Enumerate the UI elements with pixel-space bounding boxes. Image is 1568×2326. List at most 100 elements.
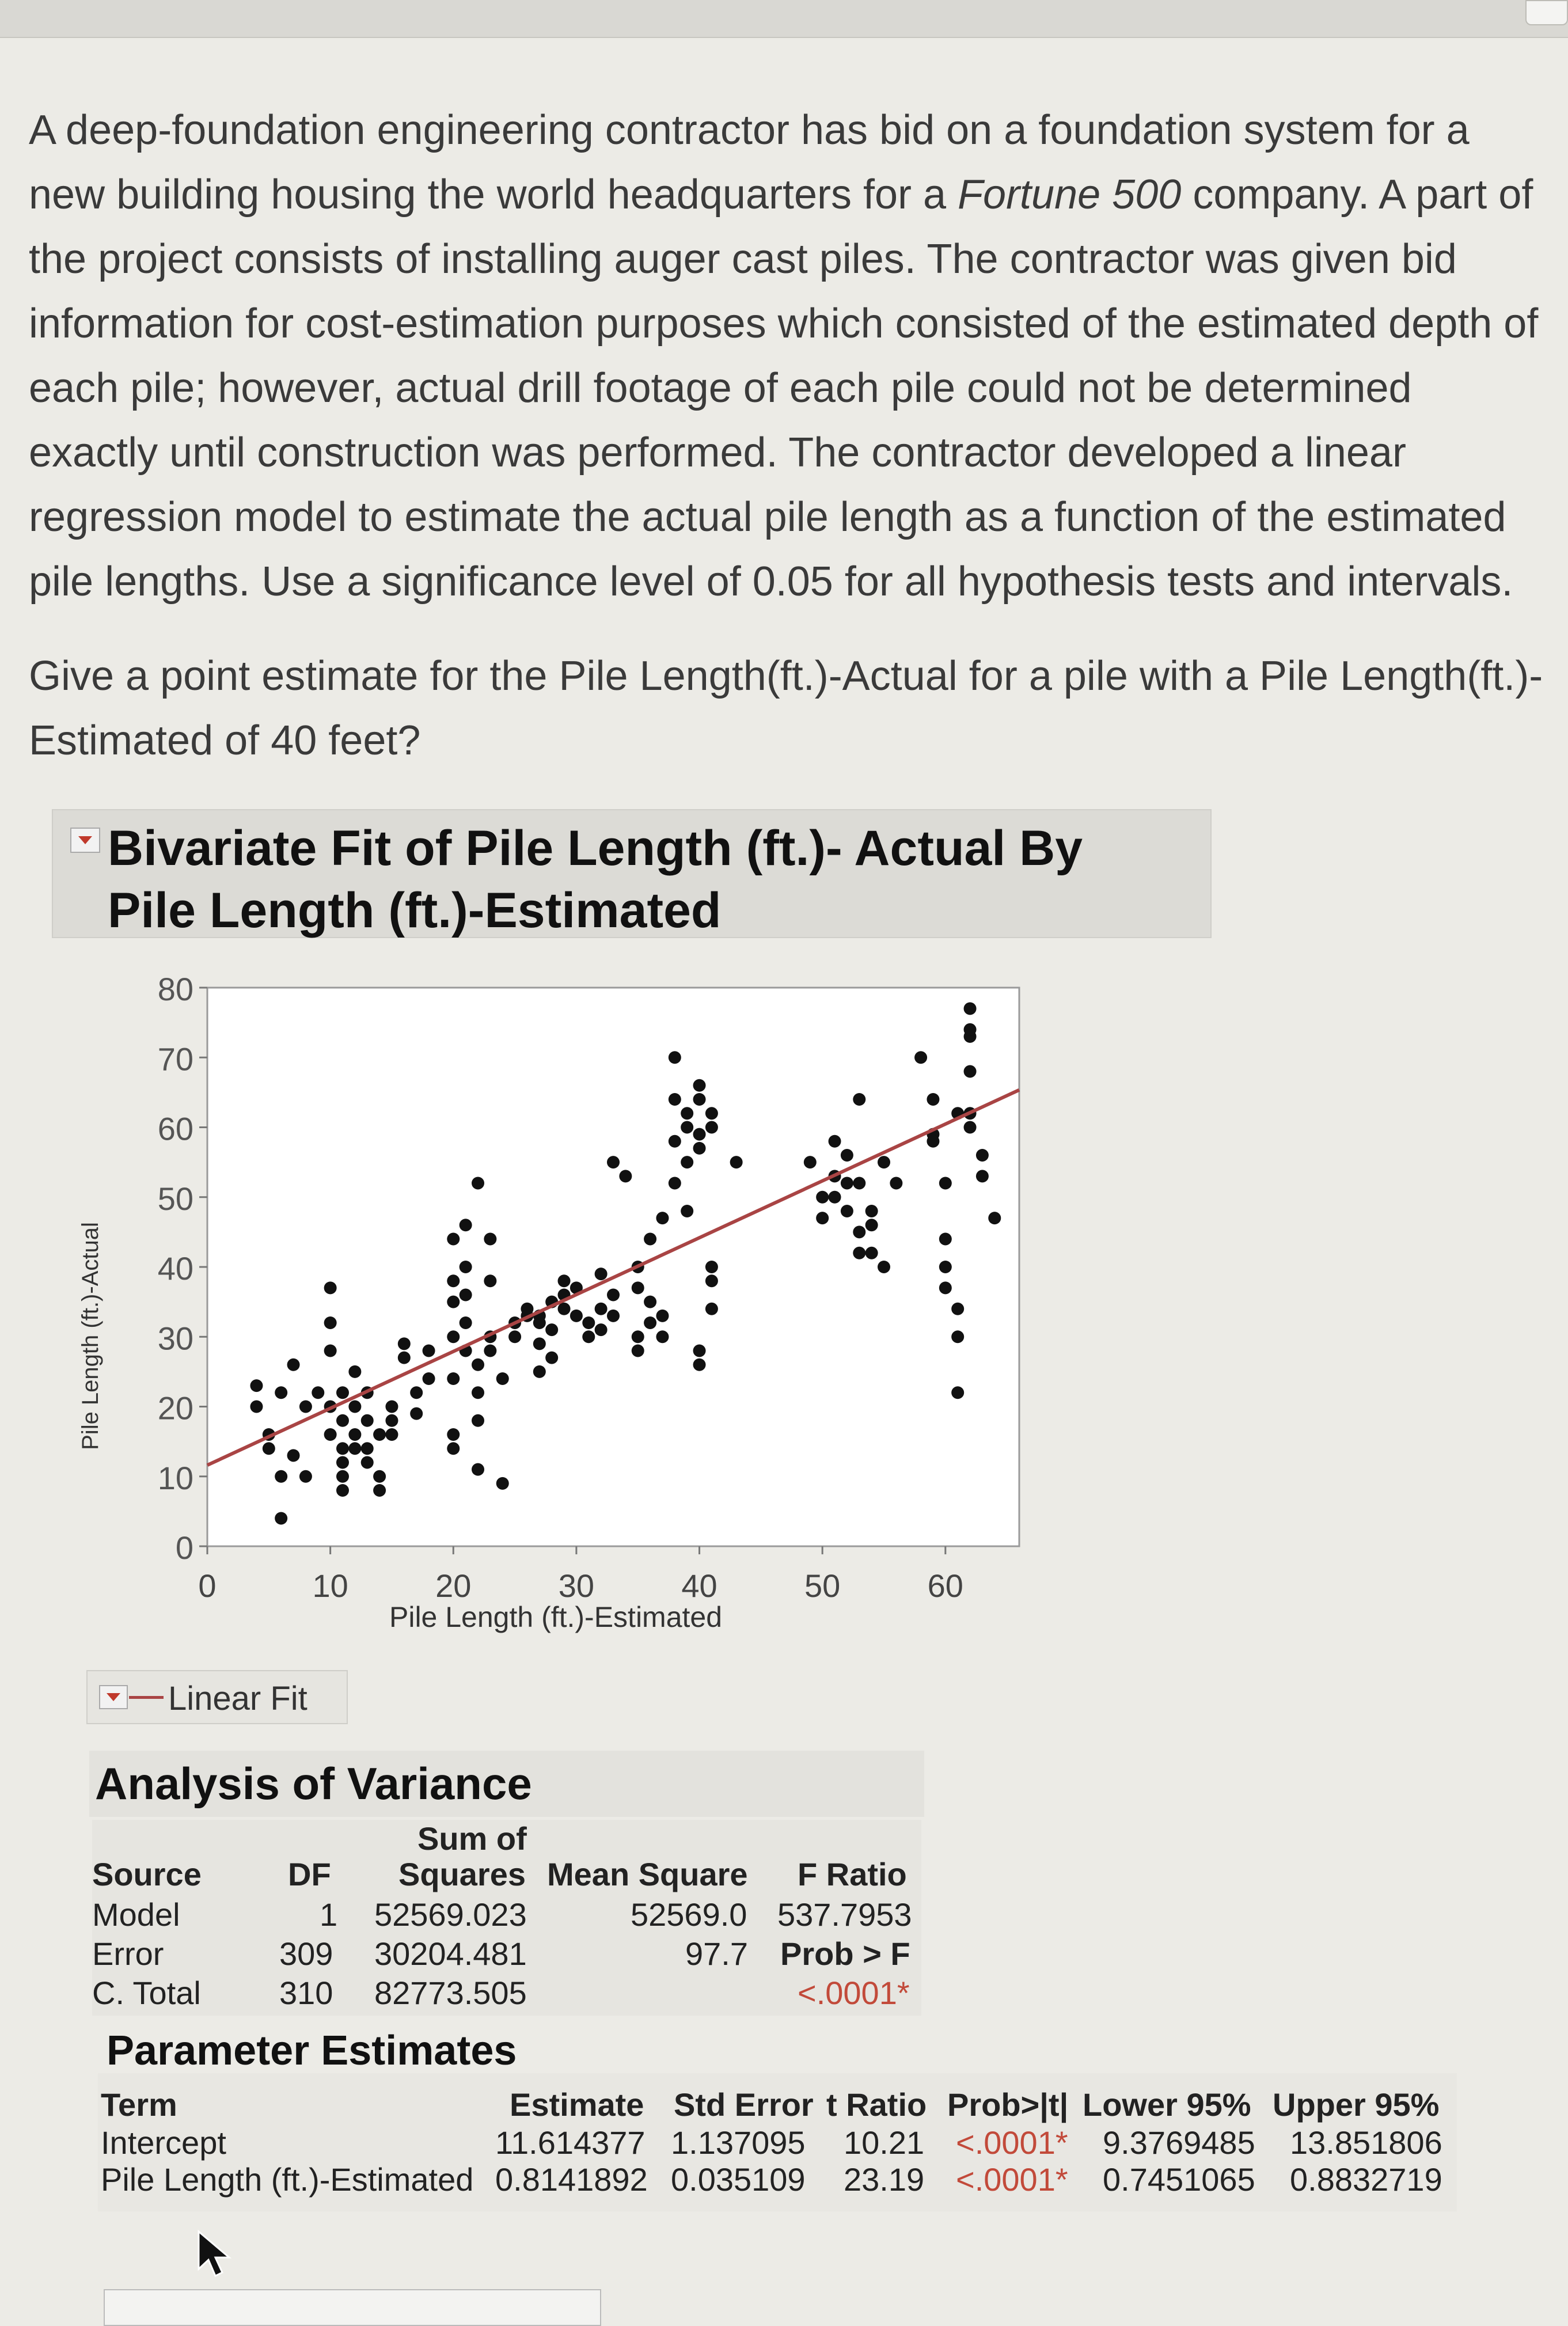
data-point: [693, 1344, 706, 1357]
y-tick-label: 50: [158, 1181, 193, 1217]
data-point: [816, 1212, 829, 1225]
data-point: [951, 1302, 965, 1315]
anova-row-ms: 52569.0: [631, 1896, 747, 1933]
anova-table: Sum of Source DF Squares Mean Square F R…: [92, 1820, 921, 2016]
anova-header: Analysis of Variance: [89, 1751, 924, 1817]
pe-row-estimate: 0.8141892: [495, 2161, 648, 2198]
pe-row-std-error: 1.137095: [671, 2124, 806, 2161]
data-point: [472, 1414, 484, 1427]
data-point: [693, 1079, 706, 1092]
data-point: [878, 1156, 890, 1169]
parameter-estimates-title: Parameter Estimates: [107, 2028, 517, 2074]
data-point: [496, 1477, 509, 1490]
data-point: [939, 1177, 952, 1190]
data-point: [324, 1428, 337, 1441]
x-tick-label: 60: [928, 1568, 963, 1604]
fit-label: Linear Fit: [168, 1680, 307, 1717]
pe-header-t-ratio: t Ratio: [826, 2086, 927, 2123]
anova-row-df: 1: [320, 1896, 338, 1933]
intro-text-2: company. A part of the project consists …: [29, 172, 1539, 605]
data-point: [914, 1051, 928, 1064]
window-corner-scroll[interactable]: [1525, 0, 1568, 25]
data-point: [447, 1442, 460, 1455]
data-point: [570, 1281, 583, 1295]
data-point: [594, 1323, 608, 1337]
data-point: [730, 1156, 743, 1169]
data-point: [557, 1274, 571, 1288]
data-point: [865, 1246, 878, 1259]
anova-row-ss: 52569.023: [374, 1896, 527, 1933]
fit-line-swatch: [129, 1696, 164, 1699]
data-point: [656, 1309, 669, 1322]
data-point: [299, 1470, 312, 1483]
data-point: [447, 1330, 460, 1344]
data-point: [607, 1156, 620, 1169]
x-tick-label: 20: [435, 1568, 471, 1604]
data-point: [951, 1386, 965, 1399]
linear-fit-legend[interactable]: Linear Fit: [86, 1670, 348, 1724]
data-point: [705, 1302, 718, 1315]
data-point: [705, 1261, 718, 1273]
x-tick-label: 50: [804, 1568, 840, 1604]
pe-row-lower: 9.3769485: [1103, 2124, 1255, 2161]
anova-header-ms: Mean Square: [547, 1856, 748, 1892]
data-point: [582, 1316, 595, 1329]
data-point: [828, 1190, 841, 1204]
data-point: [693, 1141, 706, 1155]
data-point: [594, 1268, 608, 1281]
data-point: [975, 1170, 989, 1183]
pe-header-lower: Lower 95%: [1083, 2086, 1251, 2123]
data-point: [324, 1281, 337, 1295]
data-point: [422, 1372, 435, 1385]
data-point: [951, 1330, 965, 1344]
anova-row-df: 309: [279, 1936, 333, 1972]
anova-header-ss-bottom: Squares: [398, 1856, 526, 1892]
data-point: [545, 1323, 559, 1337]
data-point: [397, 1337, 411, 1350]
disclosure-triangle-icon[interactable]: [70, 828, 100, 853]
data-point: [447, 1428, 460, 1441]
data-point: [447, 1232, 460, 1246]
data-point: [348, 1365, 362, 1378]
data-point: [348, 1400, 362, 1413]
answer-input[interactable]: [104, 2289, 601, 2326]
data-point: [287, 1358, 300, 1371]
data-point: [681, 1156, 694, 1169]
pe-row-prob: <.0001*: [956, 2161, 1068, 2198]
data-point: [472, 1386, 484, 1399]
data-point: [853, 1093, 866, 1106]
data-point: [963, 1065, 977, 1078]
data-point: [865, 1205, 878, 1217]
fit-menu-triangle-icon[interactable]: [99, 1685, 128, 1709]
data-point: [508, 1330, 522, 1344]
problem-statement: A deep-foundation engineering contractor…: [29, 98, 1549, 614]
data-point: [853, 1225, 866, 1239]
data-point: [607, 1309, 620, 1322]
data-point: [373, 1470, 386, 1483]
pe-header-estimate: Estimate: [510, 2086, 644, 2123]
data-point: [397, 1351, 411, 1364]
data-point: [275, 1470, 288, 1483]
data-point: [865, 1219, 878, 1232]
anova-row-f: 537.7953: [777, 1896, 912, 1933]
data-point: [631, 1281, 644, 1295]
intro-text-italic: Fortune 500: [958, 172, 1182, 218]
y-tick-label: 0: [176, 1530, 193, 1566]
data-point: [447, 1295, 460, 1308]
pe-row-term: Intercept: [101, 2124, 226, 2161]
data-point: [447, 1372, 460, 1385]
data-point: [878, 1261, 890, 1273]
data-point: [262, 1442, 275, 1455]
regression-line: [206, 1088, 1020, 1467]
data-point: [472, 1177, 484, 1190]
pe-row-t-ratio: 10.21: [844, 2124, 925, 2161]
data-point: [472, 1358, 484, 1371]
data-point: [373, 1484, 386, 1497]
data-point: [693, 1128, 706, 1141]
pe-row-prob: <.0001*: [956, 2124, 1068, 2161]
intro-text-1: A deep-foundation engineering contractor…: [29, 107, 1470, 218]
x-tick-label: 30: [559, 1568, 594, 1604]
data-point: [631, 1344, 644, 1357]
anova-prob-f-label: Prob > F: [780, 1936, 910, 1972]
data-point: [705, 1121, 718, 1134]
